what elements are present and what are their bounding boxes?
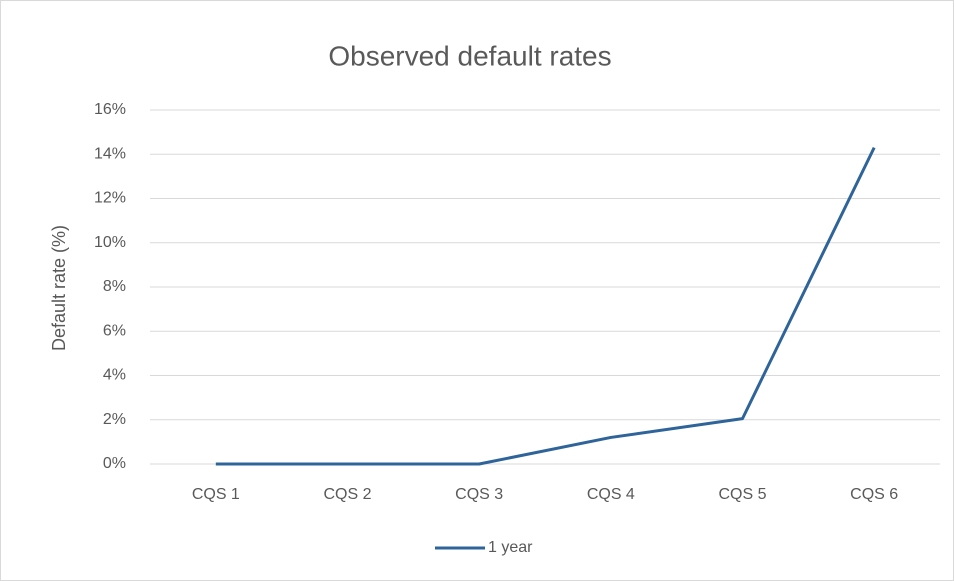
x-tick-label: CQS 5 xyxy=(718,486,766,503)
x-tick-label: CQS 6 xyxy=(850,486,898,503)
y-tick-label: 6% xyxy=(103,322,126,339)
y-tick-label: 14% xyxy=(94,145,126,162)
x-tick-label: CQS 4 xyxy=(587,486,635,503)
y-tick-label: 0% xyxy=(103,455,126,472)
y-tick-label: 16% xyxy=(94,101,126,118)
y-tick-label: 8% xyxy=(103,278,126,295)
x-tick-label: CQS 1 xyxy=(192,486,240,503)
y-tick-label: 10% xyxy=(94,234,126,251)
data-line xyxy=(215,146,876,466)
x-tick-label: CQS 2 xyxy=(323,486,371,503)
y-tick-label: 2% xyxy=(103,411,126,428)
legend-label: 1 year xyxy=(488,539,533,556)
chart-title: Observed default rates xyxy=(328,40,611,71)
y-tick-label: 12% xyxy=(94,190,126,207)
y-axis-label: Default rate (%) xyxy=(49,225,69,351)
y-tick-label: 4% xyxy=(103,367,126,384)
x-tick-label: CQS 3 xyxy=(455,486,503,503)
